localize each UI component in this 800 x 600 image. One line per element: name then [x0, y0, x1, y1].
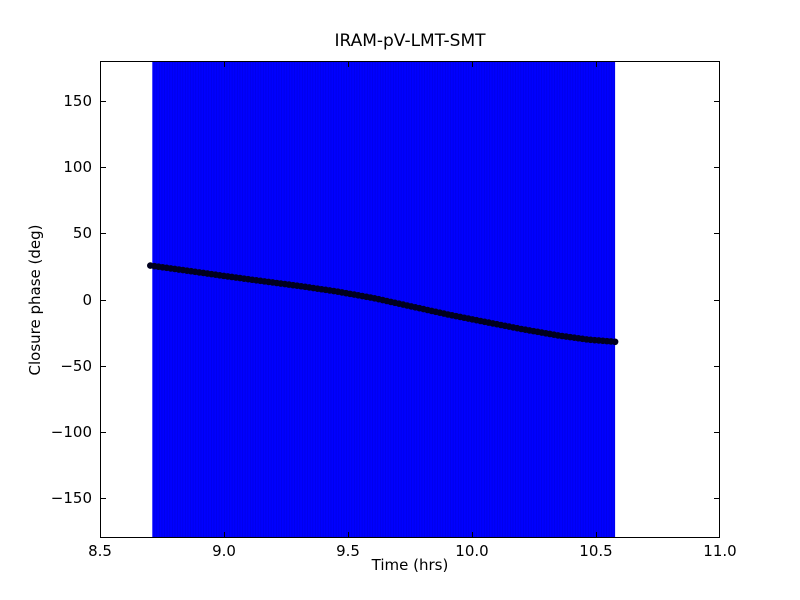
- x-axis-label: Time (hrs): [371, 556, 449, 574]
- x-tick-label: 11.0: [703, 542, 737, 560]
- y-tick-label: −150: [50, 489, 92, 508]
- y-tick-label: 100: [63, 158, 92, 176]
- y-tick-label: −50: [60, 356, 92, 375]
- x-tick-label: 9.0: [212, 542, 236, 560]
- x-tick-label: 8.5: [88, 542, 112, 560]
- y-tick-label: 0: [82, 290, 92, 309]
- y-tick-label: −100: [50, 423, 92, 441]
- data-point: [611, 338, 619, 346]
- plot-area: [100, 61, 720, 538]
- x-tick-label: 10.0: [455, 542, 489, 560]
- y-tick-label: 150: [63, 91, 92, 110]
- plot-title: IRAM-pV-LMT-SMT: [334, 31, 486, 51]
- axes-frame: [100, 61, 720, 538]
- x-tick-label: 10.5: [579, 542, 613, 560]
- y-tick-label: 50: [72, 224, 92, 243]
- data-points: [147, 262, 619, 346]
- x-tick-label: 9.5: [336, 542, 360, 560]
- axes-canvas: [100, 61, 720, 538]
